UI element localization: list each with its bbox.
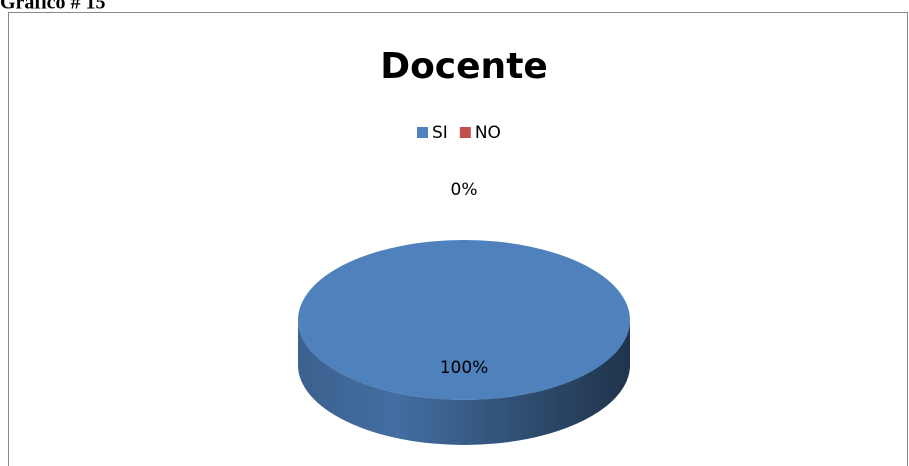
caption: Gráfico # 15 bbox=[0, 0, 106, 14]
legend-label: NO bbox=[475, 123, 501, 143]
legend-label: SI bbox=[432, 123, 448, 143]
legend-swatch bbox=[417, 127, 428, 138]
legend-swatch bbox=[459, 127, 471, 138]
data-label: 0% bbox=[451, 180, 478, 200]
chart-title: Docente bbox=[380, 46, 548, 87]
slice bbox=[297, 239, 630, 401]
data-label: 100% bbox=[440, 358, 489, 378]
side-shade bbox=[298, 320, 630, 445]
